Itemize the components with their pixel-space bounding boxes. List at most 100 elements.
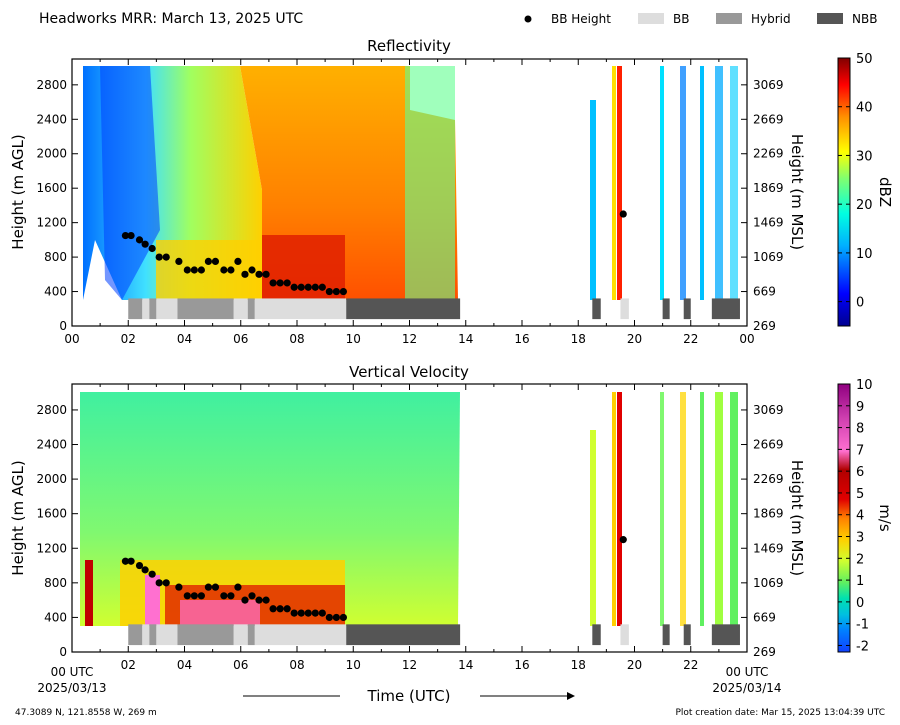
bb-height-point (241, 596, 249, 604)
x-tick-label: 04 (177, 332, 192, 346)
bb-height-point (162, 579, 170, 587)
y-tick-label: 1600 (36, 507, 67, 521)
bb-type-segment (177, 624, 234, 646)
y-right-tick-label: 2269 (753, 147, 784, 161)
bb-type-segment (149, 624, 157, 646)
bb-height-point (248, 592, 256, 600)
bb-type-segment (592, 624, 601, 646)
colorbar-tick-label: -1 (856, 618, 869, 633)
velocity-colorbar-label: m/s (876, 504, 894, 532)
bb-height-point (155, 253, 163, 261)
bb-type-segment (683, 298, 691, 320)
colorbar-tick-label: 0 (856, 596, 864, 611)
legend-nbb-label: NBB (852, 12, 877, 26)
y-right-tick-label: 1869 (753, 181, 784, 195)
x-tick-label: 20 (627, 658, 642, 672)
x-tick-label: 16 (514, 658, 529, 672)
y-right-tick-label: 1069 (753, 250, 784, 264)
bb-height-point (304, 283, 312, 291)
y-tick-label: 2000 (36, 472, 67, 486)
x-tick-label: 18 (571, 332, 586, 346)
bb-type-segment (156, 298, 178, 320)
bb-height-point (241, 270, 249, 278)
bb-height-point (297, 283, 305, 291)
velocity-colorbar (837, 383, 851, 653)
legend-hybrid-label: Hybrid (751, 12, 791, 26)
bb-type-segment (711, 624, 740, 646)
y-tick-label: 400 (44, 285, 67, 299)
y-tick-label: 0 (59, 319, 67, 333)
y-tick-label: 2800 (36, 78, 67, 92)
y-tick-label: 2800 (36, 403, 67, 417)
y-right-tick-label: 1069 (753, 576, 784, 590)
bb-type-segment (177, 298, 234, 320)
bb-height-point (183, 266, 191, 274)
bb-height-point (255, 270, 263, 278)
reflectivity-ylabel-right: Height (m MSL) (788, 134, 806, 250)
legend-bb-height-marker (524, 15, 532, 23)
bb-height-point (311, 283, 319, 291)
x-tick-label: 18 (571, 658, 586, 672)
reflectivity-title: Reflectivity (367, 37, 451, 55)
reflectivity-colorbar-label: dBZ (876, 177, 894, 207)
bb-type-segment (142, 624, 150, 646)
bb-height-point (318, 609, 326, 617)
bb-type-segment (128, 298, 143, 320)
bb-type-segment (156, 624, 178, 646)
colorbar-tick-label: 9 (856, 400, 864, 415)
bb-height-point (211, 257, 220, 266)
bb-type-segment (247, 624, 255, 646)
y-tick-label: 0 (59, 645, 67, 659)
x-tick-label: 12 (402, 332, 417, 346)
colorbar-tick-label: -2 (856, 639, 869, 654)
y-right-tick-label: 1469 (753, 541, 784, 555)
bb-height-point (332, 287, 340, 296)
bb-height-point (234, 257, 242, 266)
bb-height-point (269, 279, 277, 287)
bb-type-segment (346, 298, 461, 320)
y-tick-label: 800 (44, 250, 67, 264)
x-tick-label: 08 (289, 332, 304, 346)
bb-height-point (276, 605, 284, 613)
reflectivity-plot-frame (71, 58, 748, 327)
y-tick-label: 800 (44, 576, 67, 590)
bb-type-segment (233, 298, 248, 320)
y-right-tick-label: 2669 (753, 438, 784, 452)
y-tick-label: 400 (44, 610, 67, 624)
bb-height-point (148, 244, 156, 253)
bb-height-point (175, 583, 183, 591)
colorbar-tick-label: 7 (856, 443, 864, 458)
bb-height-point (121, 557, 130, 565)
bb-height-point (304, 609, 312, 617)
bb-height-point (190, 266, 198, 274)
bb-height-point (311, 609, 319, 617)
colorbar-tick-label: 0 (856, 296, 864, 311)
x-tick-label: 10 (346, 332, 361, 346)
bb-height-point (211, 583, 220, 591)
legend-bb-swatch (638, 13, 664, 24)
colorbar-tick-label: 6 (856, 465, 864, 480)
x-tick-label: 12 (402, 658, 417, 672)
bb-height-point (135, 561, 144, 570)
x-tick-label: 04 (177, 658, 192, 672)
bb-height-point (619, 210, 627, 218)
bb-height-point (276, 279, 284, 287)
bb-height-point (155, 579, 163, 587)
location-text: 47.3089 N, 121.8558 W, 269 m (15, 708, 157, 718)
reflectivity-field (83, 66, 738, 300)
bb-type-segment (142, 298, 150, 320)
bb-type-segment (620, 298, 629, 320)
y-right-tick-label: 2669 (753, 112, 784, 126)
x-tick-label: 06 (233, 332, 248, 346)
x-tick-label: 16 (514, 332, 529, 346)
bb-height-point (148, 570, 156, 578)
bb-type-segment (346, 624, 461, 646)
velocity-ylabel-right: Height (m MSL) (788, 460, 806, 576)
legend-hybrid-swatch (716, 13, 742, 24)
y-right-tick-label: 1869 (753, 507, 784, 521)
velocity-ylabel: Height (m AGL) (9, 460, 27, 575)
y-right-tick-label: 269 (753, 319, 776, 333)
bb-height-point (204, 257, 213, 266)
y-tick-label: 2400 (36, 438, 67, 452)
